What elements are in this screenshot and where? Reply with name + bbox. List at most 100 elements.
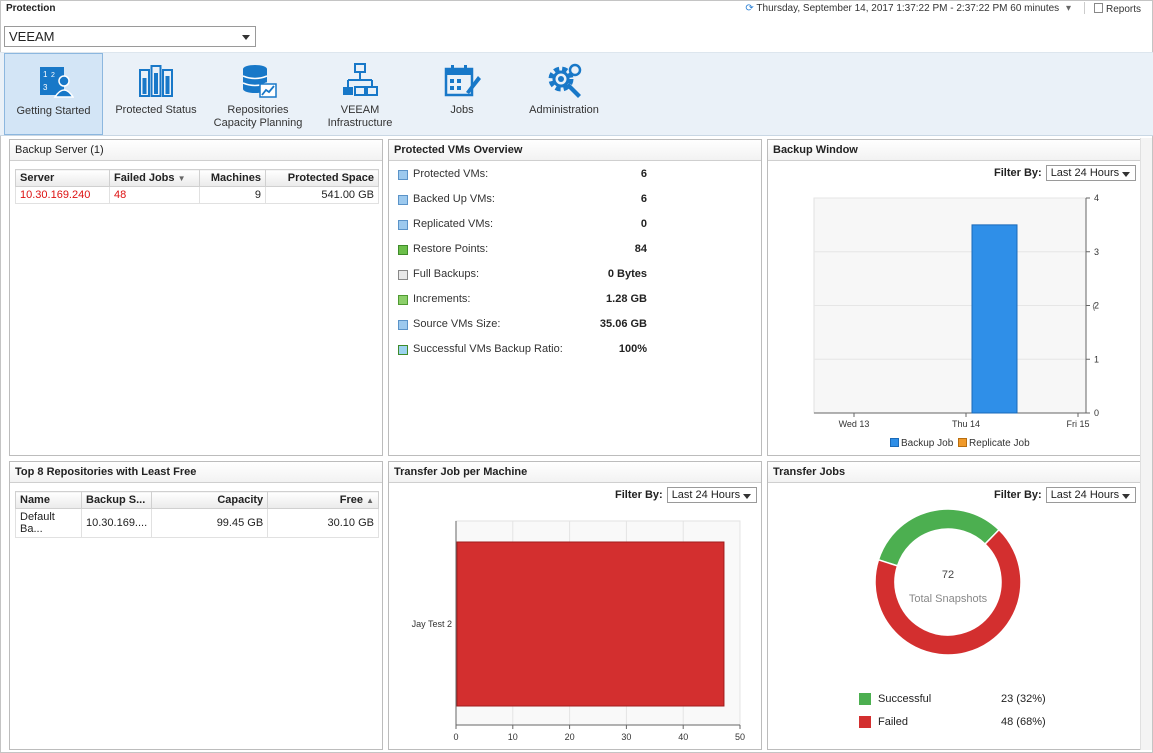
time-range-selector[interactable]: ⟳ Thursday, September 14, 2017 1:37:22 P… <box>745 3 1071 14</box>
filter-dropdown[interactable]: Last 24 Hours <box>666 487 757 503</box>
filter-dropdown[interactable]: Last 24 Hours <box>1045 487 1136 503</box>
column-header[interactable]: Machines <box>199 169 266 187</box>
nav-repositories-capacity-planning[interactable]: Repositories Capacity Planning <box>208 53 308 135</box>
network-tree-icon <box>343 63 378 96</box>
overview-label: Restore Points: <box>413 243 489 255</box>
x-tick-label: Fri 15 <box>1066 419 1089 429</box>
x-tick-label: 30 <box>621 732 631 742</box>
backup-server-cell[interactable]: 10.30.169.... <box>80 508 153 538</box>
overview-value[interactable]: 1.28 GB <box>606 293 647 305</box>
chevron-down-icon <box>242 35 250 40</box>
panel-title: Backup Server (1) <box>10 140 382 161</box>
failed-jobs-cell[interactable]: 48 <box>109 186 200 204</box>
chart-legend: Backup Job Replicate Job <box>890 438 1030 449</box>
legend-item-failed[interactable]: Failed 48 (68%) <box>859 716 1059 739</box>
legend-label[interactable]: Backup Job <box>901 438 954 449</box>
overview-value[interactable]: 6 <box>640 168 647 180</box>
table-row[interactable]: 10.30.169.240 48 9 541.00 GB <box>15 186 379 204</box>
legend-value: 48 (68%) <box>1001 716 1046 728</box>
column-header[interactable]: Name <box>15 491 82 509</box>
sort-asc-icon: ▲ <box>366 496 374 505</box>
column-label: Failed Jobs <box>114 172 175 184</box>
nav-label: Getting Started <box>16 105 91 117</box>
protected-vms-overview-panel: Protected VMs Overview Protected VMs: 6 B… <box>388 139 762 456</box>
vertical-scrollbar[interactable] <box>1140 138 1152 750</box>
nav-getting-started[interactable]: 1 2 3 Getting Started <box>4 53 103 135</box>
overview-value[interactable]: 84 <box>634 243 647 255</box>
legend-swatch <box>890 438 899 447</box>
transfer-job-chart: 0 10 20 30 40 50 Jay Test 2 <box>412 520 745 742</box>
legend-swatch <box>958 438 968 447</box>
donut-total-label: Total Snapshots <box>909 593 988 605</box>
nav-jobs[interactable]: Jobs <box>414 53 510 135</box>
svg-text:2: 2 <box>51 72 55 79</box>
clock-icon: ⟳ <box>745 3 754 14</box>
name-cell[interactable]: Default Ba... <box>15 508 82 538</box>
column-header[interactable]: Server <box>15 169 110 187</box>
x-tick-label: Wed 13 <box>839 419 870 429</box>
getting-started-icon: 1 2 3 <box>39 67 74 98</box>
legend-swatch <box>859 693 871 705</box>
filter-control: Filter By: Last 24 Hours <box>615 487 757 503</box>
column-header[interactable]: Backup S... <box>80 491 153 509</box>
overview-row: Increments: 1.28 GB <box>397 293 647 311</box>
vm-icon <box>398 195 408 205</box>
backup-window-chart: 0 1 2 3 4 ⟨ Wed 13 Thu 14 Fri 15 <box>813 193 1099 429</box>
donut-total-value: 72 <box>942 569 954 581</box>
panel-title: Top 8 Repositories with Least Free <box>10 462 382 483</box>
column-header[interactable]: Capacity <box>151 491 269 509</box>
y-tick-label: 0 <box>1094 408 1099 418</box>
toolbar-divider <box>1084 2 1085 14</box>
overview-row: Restore Points: 84 <box>397 243 647 261</box>
top-bar: Protection ⟳ Thursday, September 14, 201… <box>0 0 1153 52</box>
overview-row: Backed Up VMs: 6 <box>397 193 647 211</box>
nav-label: Jobs <box>450 104 474 116</box>
overview-value[interactable]: 100% <box>618 343 647 355</box>
backup-window-panel: Backup Window Filter By: Last 24 Hours 0 1… <box>767 139 1141 456</box>
backup-server-panel: Backup Server (1) Server Failed Jobs ▼ M… <box>9 139 383 456</box>
agent-select-value: VEEAM <box>9 29 55 44</box>
nav-veeam-infrastructure[interactable]: VEEAM Infrastructure <box>312 53 408 135</box>
donut-slice-successful <box>877 508 1001 567</box>
nav-protected-status[interactable]: Protected Status <box>108 53 204 135</box>
overview-row: Protected VMs: 6 <box>397 168 647 186</box>
legend-swatch <box>859 716 871 728</box>
legend-label: Failed <box>878 716 908 728</box>
server-cell[interactable]: 10.30.169.240 <box>15 186 110 204</box>
overview-value[interactable]: 35.06 GB <box>599 318 647 330</box>
bar-backup-job <box>971 224 1018 414</box>
bar-jay-test-2 <box>456 541 725 707</box>
transfer-jobs-donut: 72 Total Snapshots <box>874 508 1022 656</box>
nav-toolbar: 1 2 3 Getting Started Protected Status R… <box>0 52 1153 136</box>
overview-value[interactable]: 6 <box>640 193 647 205</box>
column-header-sorted[interactable]: Failed Jobs ▼ <box>109 169 200 187</box>
column-header-sorted[interactable]: Free ▲ <box>267 491 379 509</box>
nav-label: Administration <box>529 104 599 116</box>
overview-value[interactable]: 0 <box>640 218 647 230</box>
agent-select[interactable]: VEEAM <box>4 26 256 47</box>
sort-desc-icon: ▼ <box>177 174 186 183</box>
table-row[interactable]: Default Ba... 10.30.169.... 99.45 GB 30.… <box>15 508 379 538</box>
svg-text:3: 3 <box>43 83 48 92</box>
vm-icon <box>398 220 408 230</box>
overview-label: Backed Up VMs: <box>413 193 495 205</box>
legend-label[interactable]: Replicate Job <box>969 438 1030 449</box>
nav-label: VEEAM Infrastructure <box>327 104 393 129</box>
legend-item-successful[interactable]: Successful 23 (32%) <box>859 693 1059 716</box>
overview-value[interactable]: 0 Bytes <box>607 268 647 280</box>
x-tick-label: 50 <box>735 732 745 742</box>
app-title: Protection <box>6 3 56 14</box>
column-header[interactable]: Protected Space <box>265 169 379 187</box>
panel-title: Backup Window <box>768 140 1140 161</box>
nav-administration[interactable]: Administration <box>516 53 612 135</box>
x-tick-label: 40 <box>678 732 688 742</box>
y-tick-label: Jay Test 2 <box>412 619 452 629</box>
reports-button[interactable]: Reports <box>1094 3 1141 15</box>
column-label: Free <box>339 494 364 506</box>
filter-control: Filter By: Last 24 Hours <box>994 165 1136 181</box>
x-tick-label: 20 <box>565 732 575 742</box>
legend-label: Successful <box>878 693 932 705</box>
filter-dropdown[interactable]: Last 24 Hours <box>1045 165 1136 181</box>
vm-icon <box>398 320 408 330</box>
overview-row: Full Backups: 0 Bytes <box>397 268 647 286</box>
